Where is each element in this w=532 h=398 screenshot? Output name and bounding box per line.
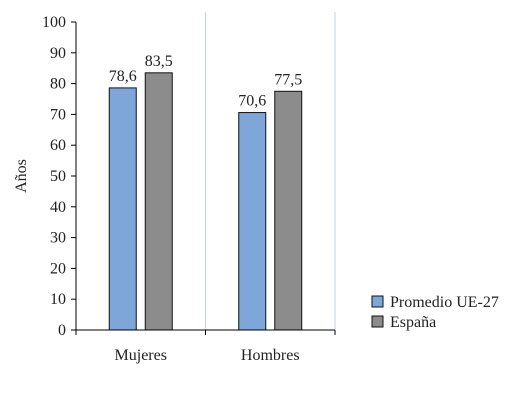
category-separators <box>205 12 336 330</box>
bar-value-label: 78,6 <box>109 68 137 85</box>
bars-group <box>108 72 303 331</box>
y-tick-label: 70 <box>50 106 66 123</box>
legend-label: Promedio UE-27 <box>390 294 499 311</box>
y-tick-label: 90 <box>50 45 66 62</box>
legend-swatch <box>371 295 384 308</box>
bar <box>238 112 267 331</box>
x-category-label: Mujeres <box>115 347 167 364</box>
y-tick-label: 30 <box>50 230 66 247</box>
data-labels-group: 78,6 83,5 70,6 77,5 <box>109 53 303 110</box>
x-axis-ticks: Mujeres Hombres <box>75 330 336 364</box>
y-tick-label: 10 <box>50 291 66 308</box>
y-tick-label: 100 <box>42 14 66 31</box>
legend-label: España <box>390 314 436 331</box>
y-tick-label: 40 <box>50 199 66 216</box>
bar <box>144 72 173 331</box>
legend: Promedio UE-27 España <box>371 294 499 331</box>
y-tick-label: 20 <box>50 260 66 277</box>
bar-value-label: 83,5 <box>145 53 173 70</box>
bar <box>108 87 137 331</box>
y-tick-label: 0 <box>58 322 66 339</box>
y-axis-ticks: 0 10 20 30 40 50 60 70 80 90 100 <box>42 14 76 339</box>
y-tick-label: 50 <box>50 168 66 185</box>
y-tick-label: 80 <box>50 76 66 93</box>
y-axis-title: Años <box>13 159 30 193</box>
bar <box>274 90 303 331</box>
bar-value-label: 77,5 <box>274 71 302 88</box>
x-category-label: Hombres <box>241 347 300 364</box>
legend-swatch <box>371 315 384 328</box>
y-tick-label: 60 <box>50 137 66 154</box>
bar-value-label: 70,6 <box>238 93 266 110</box>
